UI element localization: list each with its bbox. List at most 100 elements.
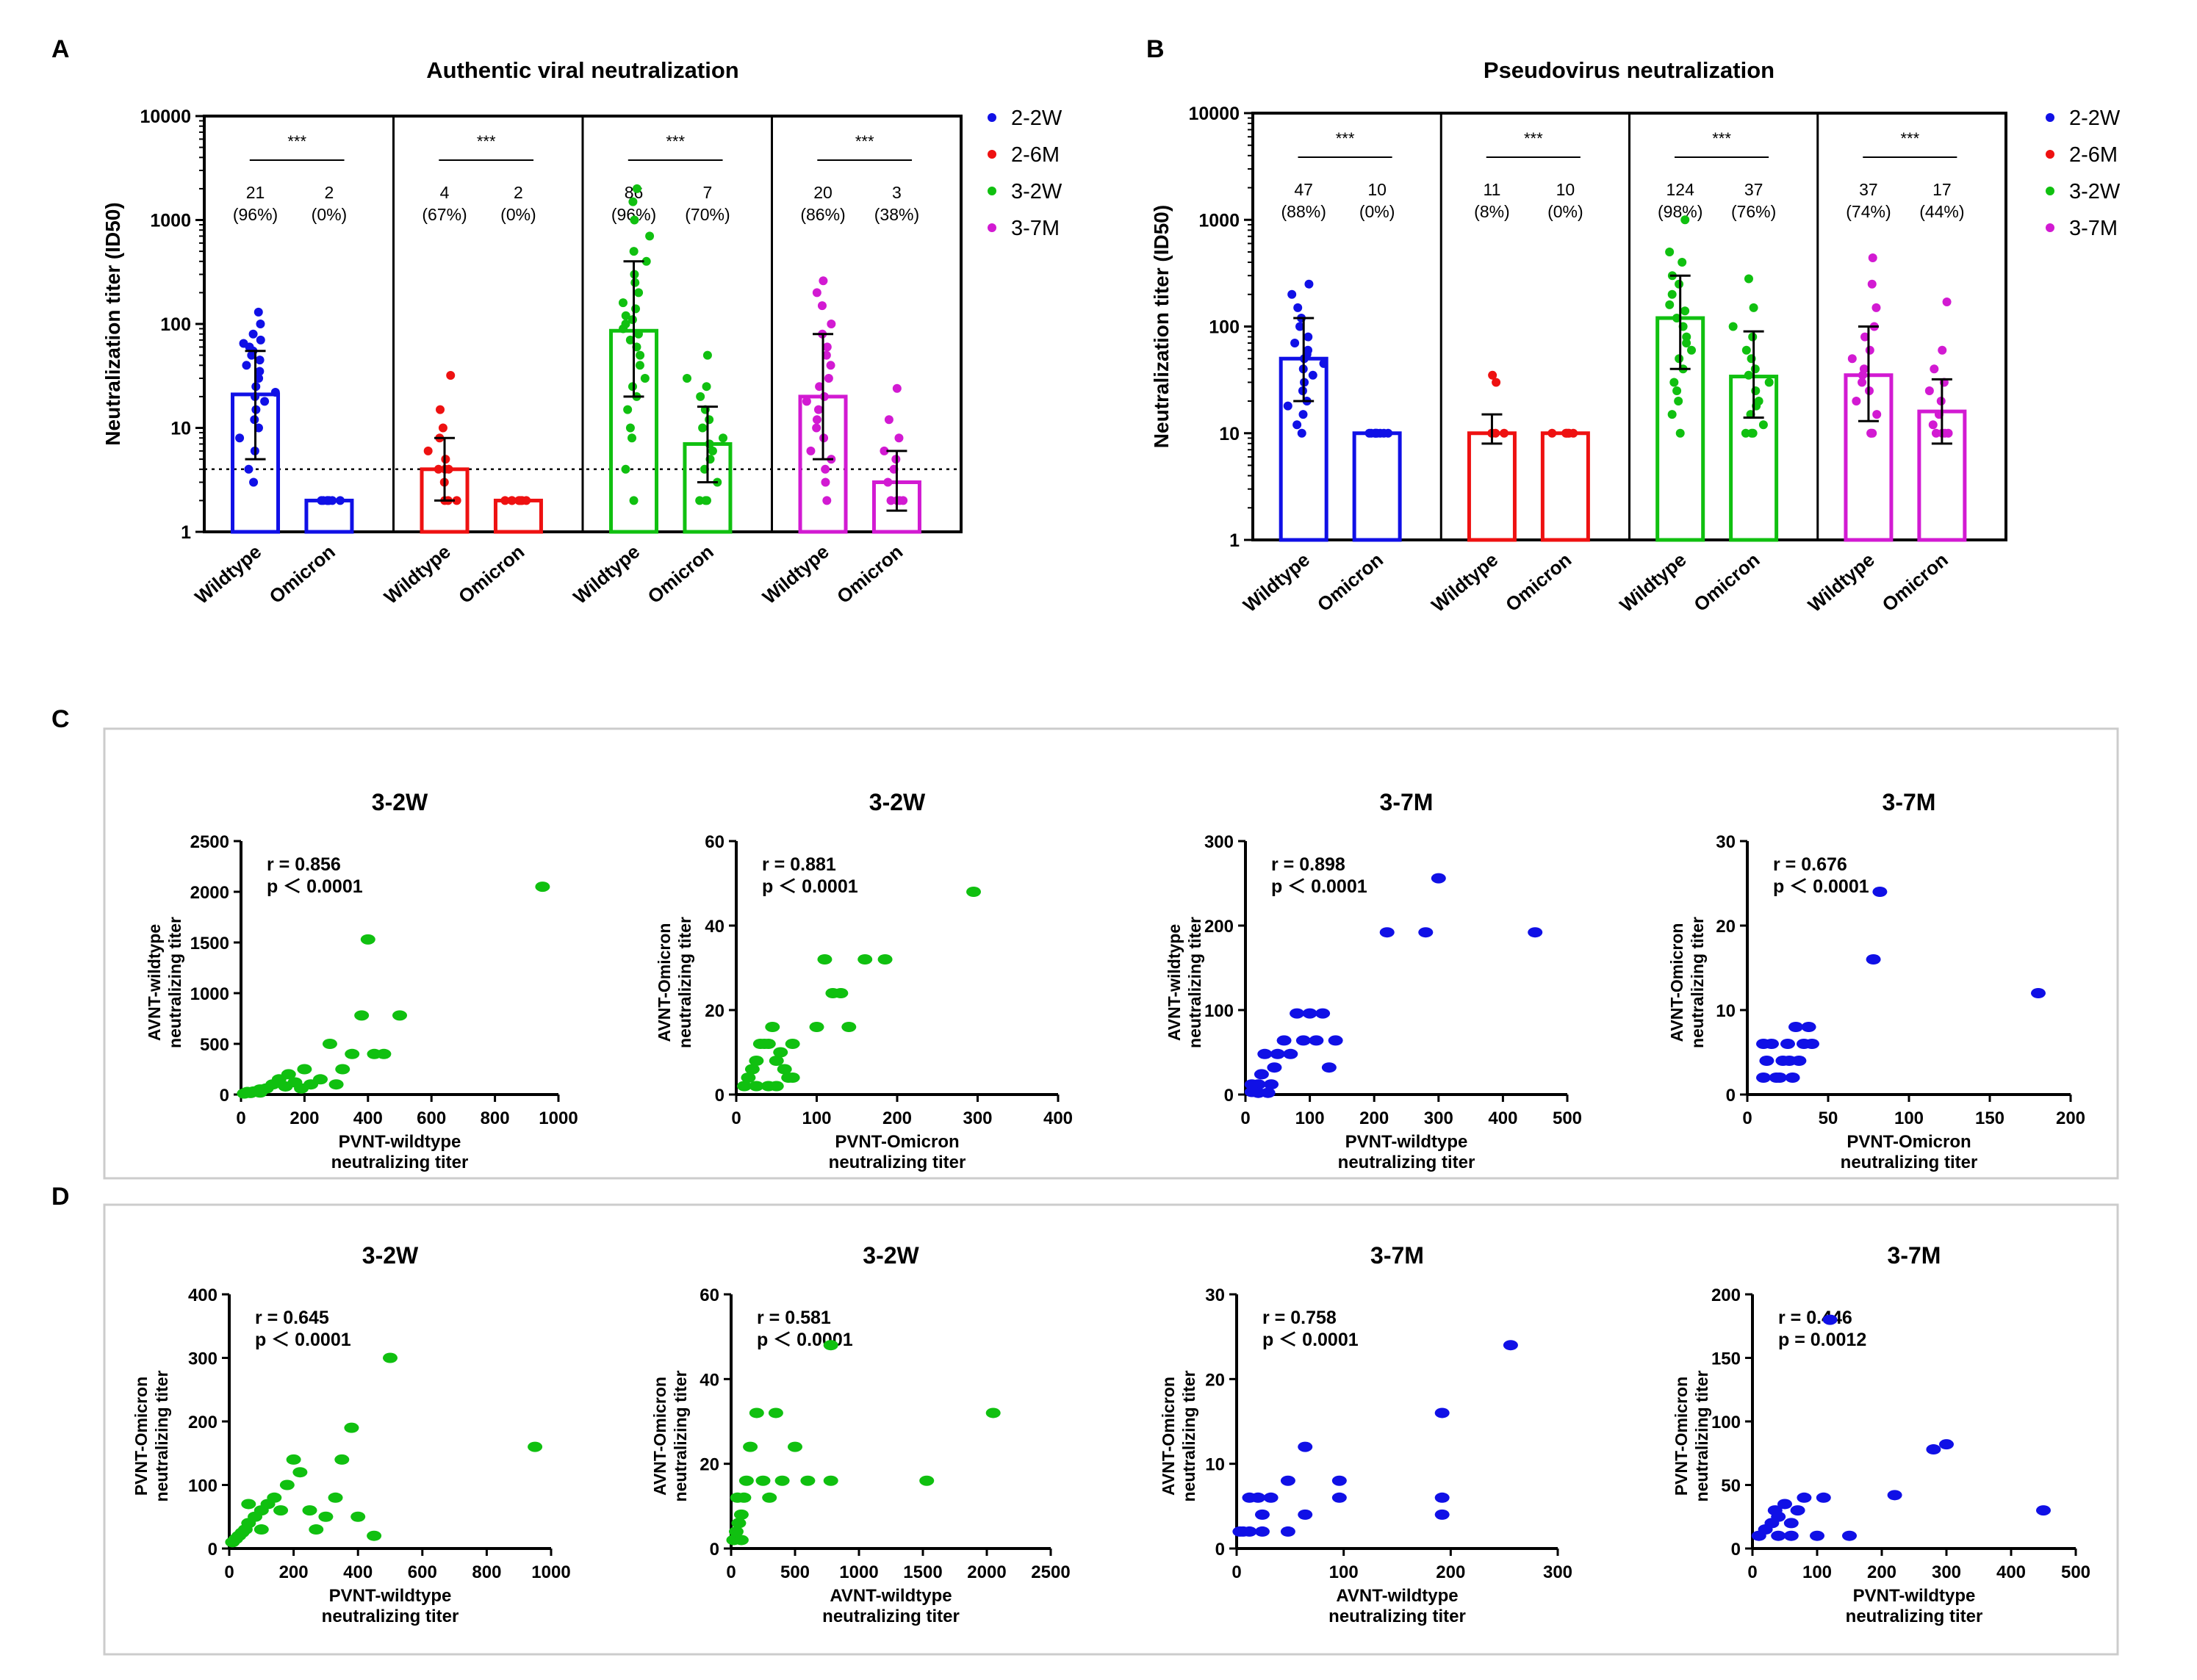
panel-b-data-point (1924, 386, 1934, 395)
panel-d1-data-point (286, 1454, 301, 1465)
panel-b-count-label: 17 (1932, 180, 1952, 199)
panel-c4-x-axis-label-line1: PVNT-Omicron (1847, 1132, 1971, 1152)
panel-b-legend-marker (2046, 150, 2054, 159)
panel-a-data-point (634, 288, 644, 298)
panel-d2-data-point (733, 1535, 749, 1546)
panel-b-percent-label: (8%) (1474, 202, 1510, 221)
panel-b-data-point (1728, 322, 1738, 331)
panel-a-data-point (629, 496, 639, 505)
panel-a-data-point (894, 433, 904, 443)
panel-c3-data-point (1283, 1048, 1298, 1059)
panel-b-data-point (1764, 378, 1774, 387)
panel-b-bar (1352, 431, 1402, 542)
panel-b-data-point (1687, 345, 1697, 355)
panel-d4-data-point (1783, 1530, 1799, 1541)
panel-a-data-point (702, 382, 711, 392)
panel-b-data-point (1669, 378, 1679, 387)
panel-b-data-point (1674, 397, 1683, 406)
panel-c1-xtick-label: 0 (236, 1108, 245, 1128)
panel-b-data-point (1283, 401, 1292, 411)
panel-c4-ytick-label: 20 (1716, 917, 1736, 937)
panel-d2-data-point (788, 1441, 802, 1452)
panel-c1-data-point (345, 1048, 360, 1059)
panel-a-data-point (244, 464, 254, 474)
panel-d3-y-axis-label-line1: AVNT-Omicron (1159, 1377, 1178, 1496)
panel-b-data-point (1682, 332, 1691, 342)
panel-d1-xtick-label: 400 (343, 1562, 373, 1582)
panel-c3-ytick-label: 200 (1204, 917, 1234, 937)
panel-a-x-tick-label: Omicron (644, 541, 718, 608)
panel-c1-y-axis-label-line2: neutralizing titer (165, 917, 184, 1048)
panel-a-count-label: 21 (246, 183, 265, 202)
panel-d4-ytick-label: 100 (1711, 1413, 1741, 1432)
panel-a-data-point (883, 477, 893, 487)
panel-b-data-point (1500, 428, 1509, 438)
panel-a-data-point (618, 298, 628, 308)
panel-a-data-point (812, 288, 821, 298)
panel-a-count-label: 20 (813, 183, 833, 202)
panel-a-data-point (235, 433, 245, 443)
panel-a-data-point (507, 496, 517, 505)
panel-b-data-point (1744, 370, 1753, 380)
panel-d1-data-point (383, 1352, 398, 1363)
panel-a-legend-label: 2-6M (1011, 143, 1060, 167)
panel-d3-data-point (1298, 1441, 1313, 1452)
panel-c2-y-axis-label-line2: neutralizing titer (675, 917, 694, 1048)
panel-c3-data-point (1254, 1069, 1269, 1080)
panel-c3-x-axis-label-line2: neutralizing titer (1338, 1153, 1475, 1172)
panel-c3-xtick-label: 500 (1553, 1108, 1582, 1128)
chart-root: Authentic viral neutralization1101001000… (101, 57, 2121, 1626)
panel-a-data-point (452, 496, 461, 505)
panel-b-count-label: 124 (1666, 180, 1695, 199)
panel-a-data-point (621, 320, 630, 328)
panel-b-data-point (1308, 370, 1317, 380)
panel-c4-x-axis-label-line2: neutralizing titer (1841, 1153, 1978, 1172)
panel-b-count-label: 10 (1367, 180, 1387, 199)
panel-c1-data-point (278, 1081, 293, 1092)
panel-c2-data-point (809, 1022, 824, 1032)
panel-b-count-label: 47 (1294, 180, 1313, 199)
panel-c2-data-point (769, 1056, 784, 1066)
panel-b-x-tick-label: Wildtype (1427, 549, 1502, 616)
panel-d4-data-point (1771, 1511, 1786, 1522)
panel-d3-data-point (1434, 1407, 1450, 1418)
panel-c2-data-point (817, 954, 833, 965)
panel-c1-data-point (354, 1010, 370, 1021)
panel-c1-ytick-label: 1500 (190, 934, 229, 953)
panel-b-data-point (1741, 345, 1751, 355)
panel-a-data-point (623, 405, 633, 414)
panel-a-ytick-label: 10000 (140, 107, 191, 127)
panel-c4-data-point (1805, 1039, 1819, 1049)
panel-d1-xtick-label: 600 (408, 1562, 437, 1582)
panel-d3-xtick-label: 100 (1329, 1562, 1359, 1582)
panel-d1-ytick-label: 400 (188, 1286, 217, 1305)
panel-a-data-point (884, 415, 893, 425)
panel-c2-data-point (857, 954, 873, 965)
panel-b-data-point (1293, 303, 1303, 312)
panel-b-significance-label: *** (1524, 129, 1543, 148)
panel-d3-stat-p: p ＜ 0.0001 (1262, 1330, 1359, 1350)
panel-d1-x-axis-label-line2: neutralizing titer (322, 1607, 459, 1626)
panel-b-legend-marker (2046, 223, 2054, 232)
panel-a-legend-marker (988, 113, 996, 122)
panel-b-count-label: 10 (1556, 180, 1575, 199)
panel-a-data-point (817, 301, 827, 311)
panel-c3-ytick-label: 300 (1204, 832, 1234, 852)
panel-d1-stat-r: r = 0.645 (255, 1308, 329, 1328)
panel-b-percent-label: (0%) (1547, 202, 1583, 221)
panel-c2-data-point (744, 1064, 760, 1075)
panel-d4-xtick-label: 400 (1996, 1562, 2026, 1582)
panel-c3-stat-r: r = 0.898 (1271, 854, 1345, 875)
panel-c3-xtick-label: 200 (1359, 1108, 1389, 1128)
panel-d1-xtick-label: 1000 (531, 1562, 570, 1582)
panel-c3-data-point (1276, 1035, 1292, 1046)
panel-a-percent-label: (67%) (422, 205, 467, 224)
panel-d2-data-point (823, 1475, 838, 1486)
panel-c4-data-point (1769, 1072, 1784, 1083)
panel-d-frame (103, 1203, 2119, 1656)
panel-d1-data-point (241, 1499, 256, 1510)
panel-d4-title: 3-7M (1888, 1242, 1941, 1269)
panel-a-data-point (821, 477, 830, 487)
panel-a-data-point (635, 361, 644, 370)
panel-a-data-point (827, 320, 836, 328)
